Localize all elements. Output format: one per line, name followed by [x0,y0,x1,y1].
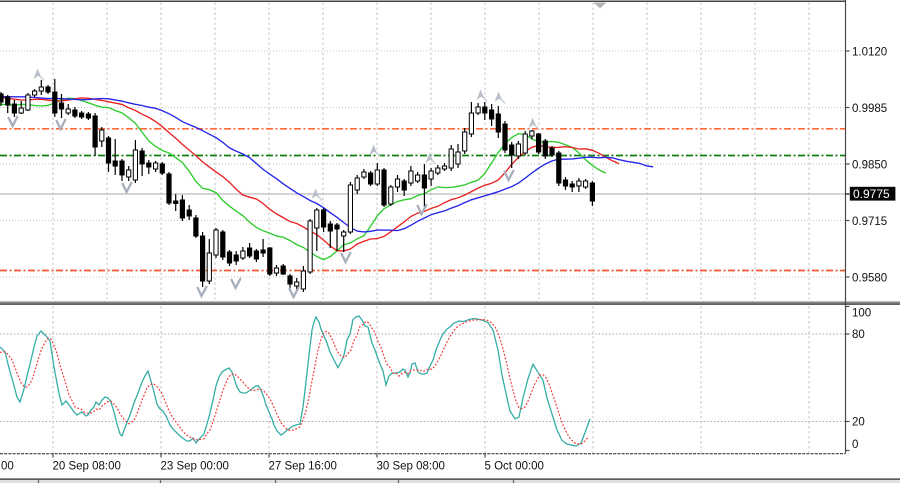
svg-text:1.0120: 1.0120 [852,46,887,58]
svg-text:0: 0 [852,439,858,451]
svg-text:0.9985: 0.9985 [852,103,887,115]
svg-text:5 Oct 00:00: 5 Oct 00:00 [485,460,544,472]
svg-text:80: 80 [852,329,865,341]
svg-text:20: 20 [852,417,865,429]
svg-text:0.9580: 0.9580 [852,272,887,284]
svg-text:100: 100 [852,308,871,320]
svg-text:0.9715: 0.9715 [852,216,887,228]
svg-text:20 Sep 08:00: 20 Sep 08:00 [53,460,121,472]
svg-text:0.9775: 0.9775 [853,187,890,201]
svg-text:27 Sep 16:00: 27 Sep 16:00 [269,460,337,472]
svg-text:00: 00 [1,460,14,472]
svg-text:23 Sep 00:00: 23 Sep 00:00 [161,460,229,472]
svg-text:0.9850: 0.9850 [852,159,887,171]
svg-text:30 Sep 08:00: 30 Sep 08:00 [377,460,445,472]
